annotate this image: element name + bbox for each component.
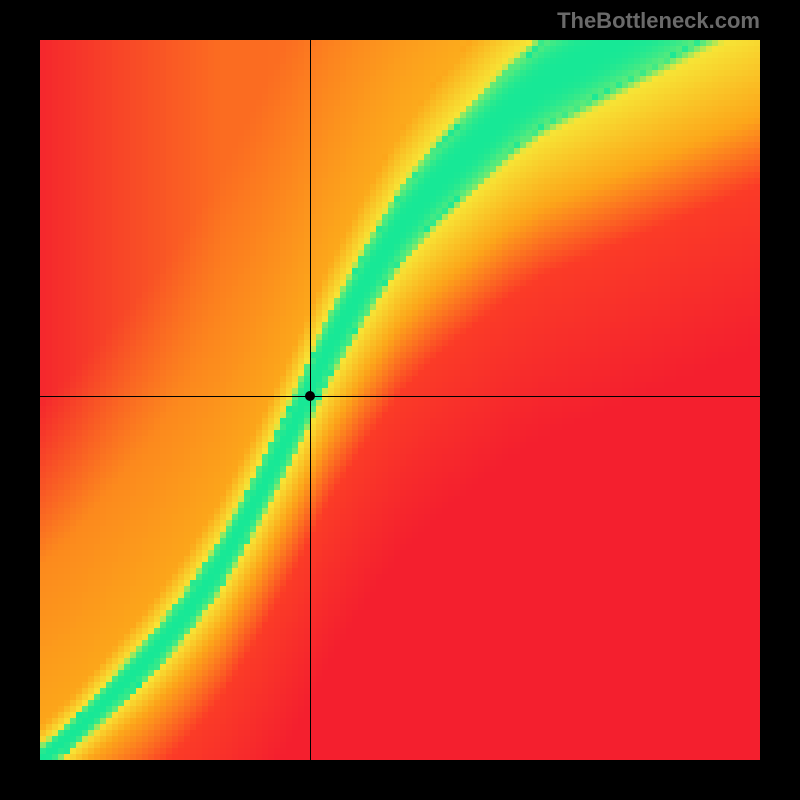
crosshair-horizontal	[40, 396, 760, 397]
bottleneck-heatmap	[40, 40, 760, 760]
watermark-text: TheBottleneck.com	[557, 8, 760, 34]
chart-container: { "watermark": "TheBottleneck.com", "cha…	[0, 0, 800, 800]
crosshair-dot	[305, 391, 315, 401]
